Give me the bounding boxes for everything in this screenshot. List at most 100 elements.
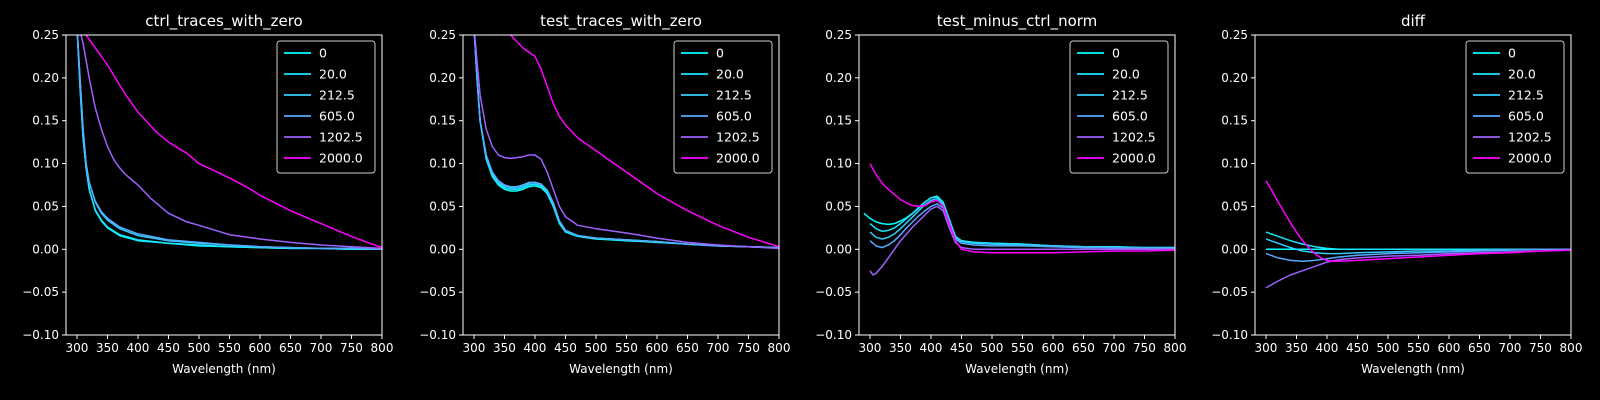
y-tick-label: 0.15: [825, 114, 852, 128]
x-tick-label: 450: [554, 341, 577, 355]
legend-entry: 20.0: [1508, 67, 1536, 82]
chart-title: test_traces_with_zero: [540, 12, 702, 31]
legend-entry: 2000.0: [1112, 151, 1156, 166]
y-tick-label: −0.05: [22, 285, 59, 299]
legend-entry: 20.0: [319, 67, 347, 82]
x-axis-label: Wavelength (nm): [965, 362, 1069, 376]
x-tick-label: 800: [768, 341, 791, 355]
y-tick-label: 0.25: [1221, 28, 1248, 42]
legend: 0 20.0 212.5 605.0 1202.5 2000.0: [673, 40, 773, 174]
legend-entry: 605.0: [716, 109, 752, 124]
y-tick-label: 0.15: [1221, 114, 1248, 128]
x-tick-label: 350: [96, 341, 119, 355]
y-tick-label: 0.10: [32, 157, 59, 171]
plot-area: [473, 35, 779, 250]
series-line-4: [473, 35, 779, 250]
legend-entry: 2000.0: [1508, 151, 1552, 166]
axes-frame: [65, 34, 383, 336]
x-tick-label: 800: [1560, 341, 1583, 355]
legend-entry: 2000.0: [319, 151, 363, 166]
x-tick-label: 400: [524, 341, 547, 355]
legend-entry: 0: [716, 46, 724, 61]
x-tick-label: 350: [889, 341, 912, 355]
y-tick-label: 0.25: [825, 28, 852, 42]
legend-entry: 605.0: [1508, 109, 1544, 124]
series-line-5: [85, 35, 382, 249]
y-tick-label: 0.05: [1221, 199, 1248, 213]
x-tick-label: 750: [1529, 341, 1552, 355]
x-tick-label: 700: [310, 341, 333, 355]
x-tick-label: 500: [1377, 341, 1400, 355]
legend-entry: 1202.5: [1508, 130, 1552, 145]
series-line-0: [473, 35, 779, 249]
x-tick-label: 550: [1407, 341, 1430, 355]
x-tick-label: 450: [157, 341, 180, 355]
chart-panel-1: 300 350 400 450 500 550 600 650 700 750 800 −0.10 −0…: [419, 12, 790, 376]
series-line-5: [1265, 180, 1571, 263]
x-tick-label: 300: [66, 341, 89, 355]
x-tick-label: 450: [950, 341, 973, 355]
legend: 0 20.0 212.5 605.0 1202.5 2000.0: [1069, 40, 1169, 174]
x-tick-label: 600: [249, 341, 272, 355]
series-line-5: [510, 35, 779, 248]
legend-entry: 212.5: [319, 88, 355, 103]
legend-entry: 2000.0: [716, 151, 760, 166]
x-tick-label: 500: [188, 341, 211, 355]
plot-area: [863, 163, 1175, 276]
y-tick-label: 0.15: [429, 114, 456, 128]
legend: 0 20.0 212.5 605.0 1202.5 2000.0: [276, 40, 376, 174]
x-tick-label: 550: [615, 341, 638, 355]
y-tick-label: 0.05: [429, 199, 456, 213]
legend-entry: 0: [319, 46, 327, 61]
series-line-3: [869, 203, 1175, 250]
x-tick-label: 550: [1011, 341, 1034, 355]
y-tick-label: 0.20: [1221, 71, 1248, 85]
y-tick-label: 0.05: [32, 199, 59, 213]
legend-entry: 605.0: [319, 109, 355, 124]
x-tick-label: 350: [1285, 341, 1308, 355]
series-line-1: [869, 196, 1175, 249]
series-line-3: [1265, 248, 1571, 263]
x-tick-label: 800: [1164, 341, 1187, 355]
legend-entry: 1202.5: [716, 130, 760, 145]
x-axis-label: Wavelength (nm): [172, 362, 276, 376]
series-line-2: [1265, 238, 1571, 255]
x-tick-label: 800: [371, 341, 394, 355]
x-axis-label: Wavelength (nm): [569, 362, 673, 376]
chart-title: test_minus_ctrl_norm: [937, 12, 1098, 31]
y-tick-label: 0.05: [825, 199, 852, 213]
x-tick-label: 650: [1468, 341, 1491, 355]
series-line-1: [1265, 231, 1571, 251]
y-tick-label: 0.00: [429, 242, 456, 256]
y-tick-label: −0.10: [1211, 328, 1248, 342]
y-tick-label: 0.20: [32, 71, 59, 85]
legend-entry: 0: [1112, 46, 1120, 61]
plot-area: [76, 35, 382, 251]
x-axis-label: Wavelength (nm): [1361, 362, 1465, 376]
x-tick-label: 400: [920, 341, 943, 355]
x-tick-label: 700: [707, 341, 730, 355]
x-tick-label: 700: [1499, 341, 1522, 355]
chart-panel-3: 300 350 400 450 500 550 600 650 700 750 800 −0.10 −0…: [1211, 12, 1582, 376]
series-line-4: [80, 35, 382, 250]
x-tick-label: 650: [1072, 341, 1095, 355]
axes-frame: [1254, 34, 1572, 336]
x-tick-label: 700: [1103, 341, 1126, 355]
y-tick-label: 0.00: [1221, 242, 1248, 256]
y-tick-label: 0.00: [825, 242, 852, 256]
x-tick-label: 550: [218, 341, 241, 355]
series-line-3: [473, 35, 779, 249]
chart-panel-2: 300 350 400 450 500 550 600 650 700 750 800 −0.10 −0…: [815, 12, 1186, 376]
legend-entry: 212.5: [716, 88, 752, 103]
plot-area: [1265, 180, 1571, 289]
y-tick-label: −0.05: [815, 285, 852, 299]
x-tick-label: 300: [463, 341, 486, 355]
y-tick-label: −0.10: [815, 328, 852, 342]
x-tick-label: 750: [340, 341, 363, 355]
x-tick-label: 450: [1346, 341, 1369, 355]
y-tick-label: 0.10: [825, 157, 852, 171]
x-tick-label: 600: [1438, 341, 1461, 355]
legend-entry: 212.5: [1508, 88, 1544, 103]
series-line-4: [1265, 249, 1571, 289]
legend-entry: 0: [1508, 46, 1516, 61]
